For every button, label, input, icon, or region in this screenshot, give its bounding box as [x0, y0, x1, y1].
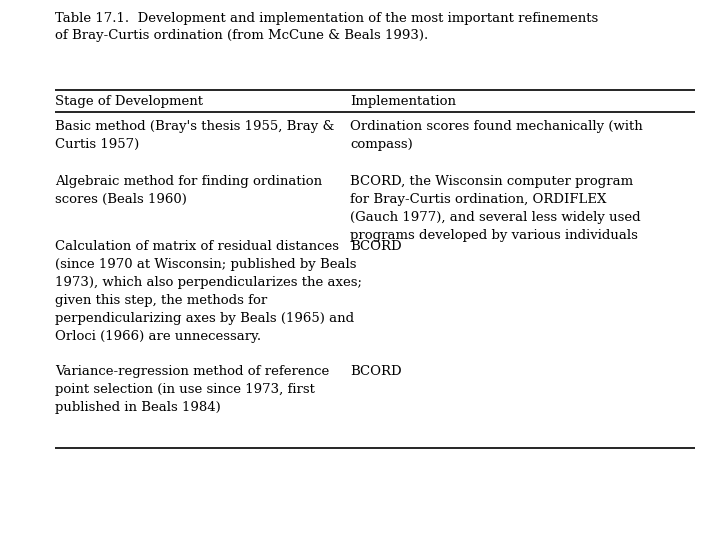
Text: Ordination scores found mechanically (with
compass): Ordination scores found mechanically (wi… — [350, 120, 643, 151]
Text: Basic method (Bray's thesis 1955, Bray &
Curtis 1957): Basic method (Bray's thesis 1955, Bray &… — [55, 120, 334, 151]
Text: of Bray-Curtis ordination (from McCune & Beals 1993).: of Bray-Curtis ordination (from McCune &… — [55, 29, 428, 42]
Text: Algebraic method for finding ordination
scores (Beals 1960): Algebraic method for finding ordination … — [55, 175, 322, 206]
Text: Implementation: Implementation — [350, 94, 456, 107]
Text: Variance-regression method of reference
point selection (in use since 1973, firs: Variance-regression method of reference … — [55, 365, 329, 414]
Text: BCORD: BCORD — [350, 240, 402, 253]
Text: BCORD, the Wisconsin computer program
for Bray-Curtis ordination, ORDIFLEX
(Gauc: BCORD, the Wisconsin computer program fo… — [350, 175, 641, 242]
Text: BCORD: BCORD — [350, 365, 402, 378]
Text: Calculation of matrix of residual distances
(since 1970 at Wisconsin; published : Calculation of matrix of residual distan… — [55, 240, 362, 343]
Text: Table 17.1.  Development and implementation of the most important refinements: Table 17.1. Development and implementati… — [55, 12, 598, 25]
Text: Stage of Development: Stage of Development — [55, 94, 203, 107]
